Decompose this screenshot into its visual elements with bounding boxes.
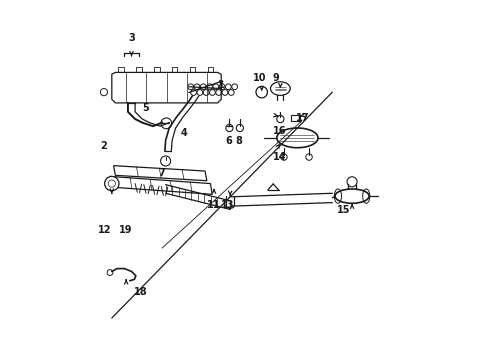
Text: 5: 5 [142,103,149,113]
Text: 14: 14 [272,152,286,162]
Bar [207,67,213,72]
Text: 11: 11 [207,200,220,210]
Bar [290,115,299,121]
Polygon shape [112,72,221,103]
Bar [189,67,195,72]
Text: 16: 16 [272,126,286,135]
Text: 17: 17 [295,113,308,123]
Text: 19: 19 [119,225,132,235]
Text: 8: 8 [235,136,242,145]
Bar [118,67,123,72]
Text: 10: 10 [252,73,266,83]
Bar [171,67,177,72]
Text: 4: 4 [180,129,186,138]
Polygon shape [110,176,212,194]
Text: 2: 2 [101,141,107,151]
Text: 3: 3 [128,33,135,43]
Bar [136,67,142,72]
Circle shape [104,176,119,191]
Text: 12: 12 [98,225,111,235]
Polygon shape [113,166,206,181]
Text: 13: 13 [221,200,234,210]
Bar [153,67,159,72]
Text: 18: 18 [133,287,147,297]
Text: 1: 1 [217,80,224,90]
Text: 9: 9 [272,73,279,83]
Text: 15: 15 [336,206,349,216]
Text: 7: 7 [158,168,165,178]
Text: 6: 6 [224,136,231,145]
